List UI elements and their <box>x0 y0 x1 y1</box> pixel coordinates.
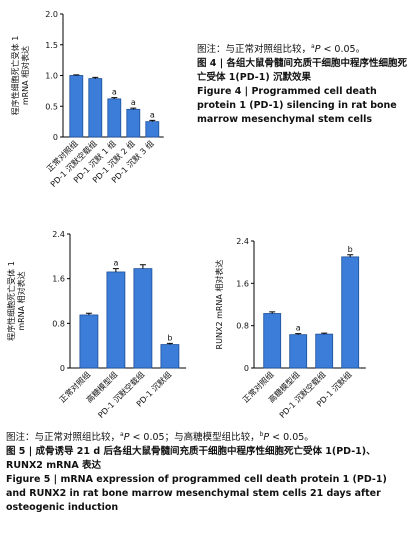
bar-annotation: a <box>150 110 155 119</box>
bar <box>341 256 360 369</box>
y-tick-label: 0.5 <box>45 102 58 111</box>
bar <box>315 333 334 369</box>
error-bar <box>73 74 80 76</box>
bar-annotation: b <box>167 333 172 342</box>
error-bar <box>295 333 302 335</box>
bar-annotation: a <box>296 324 301 333</box>
figure4-caption: 图注：与正常对照组比较，aP < 0.05。 图 4 | 各组大鼠骨髓间充质干细… <box>197 40 409 127</box>
bar-annotation: a <box>131 98 136 107</box>
title-cn: 图 5 | 成骨诱导 21 d 后各组大鼠骨髓间充质干细胞中程序性细胞死亡受体 … <box>6 446 376 472</box>
y-tick-label: 2.4 <box>236 237 249 246</box>
y-tick-label: 0 <box>60 364 65 373</box>
y-axis-label: RUNX2 mRNA 相对表达 <box>214 260 224 350</box>
bar <box>145 121 160 138</box>
bar <box>69 75 84 138</box>
note-text: < 0.05。 <box>320 44 366 56</box>
note-sup: a <box>120 431 124 438</box>
note: 图注：与正常对照组比较，aP < 0.05。 <box>197 40 409 57</box>
y-axis-label: 程序性细胞死亡受体 1 <box>10 36 20 116</box>
bar <box>263 313 282 369</box>
bar <box>106 271 126 369</box>
y-tick-label: 1.0 <box>45 72 58 81</box>
error-bar <box>269 311 276 314</box>
error-bar <box>321 332 328 335</box>
error-bar <box>139 264 146 269</box>
y-tick-label: 0.8 <box>236 322 249 331</box>
note-sup: a <box>311 43 315 50</box>
note-text: 图注：与正常对照组比较， <box>6 432 121 444</box>
y-tick-label: 0.8 <box>52 319 65 328</box>
y-tick-label: 2.0 <box>45 10 58 19</box>
y-axis-label: mRNA 相对表达 <box>16 271 26 330</box>
note-p: P <box>123 432 130 444</box>
bar <box>107 98 122 138</box>
bar <box>160 344 180 369</box>
y-tick-label: 0 <box>244 364 249 373</box>
x-tick-label: PD-1 沉默空载组 <box>96 369 147 420</box>
note-p: P <box>263 432 270 444</box>
bar <box>79 314 99 369</box>
y-tick-label: 0 <box>53 133 58 142</box>
error-bar <box>112 268 119 272</box>
error-bar <box>149 119 156 122</box>
note-text: < 0.05；与高糖模型组比较， <box>129 432 260 444</box>
y-tick-label: 1.5 <box>45 41 58 50</box>
y-tick-label: 2.4 <box>52 230 65 239</box>
note-p: P <box>314 44 321 56</box>
bar <box>133 268 153 369</box>
figure5-caption: 图注：与正常对照组比较，aP < 0.05；与高糖模型组比较，bP < 0.05… <box>6 428 410 515</box>
error-bar <box>130 107 137 110</box>
y-axis-label: 程序性细胞死亡受体 1 <box>6 261 16 341</box>
error-bar <box>166 342 173 345</box>
note-text: < 0.05。 <box>269 432 314 444</box>
x-tick-label: PD-1 沉默空载组 <box>277 369 328 420</box>
bar-annotation: a <box>112 88 117 97</box>
bar <box>88 78 103 138</box>
note: 图注：与正常对照组比较，aP < 0.05；与高糖模型组比较，bP < 0.05… <box>6 428 410 445</box>
note-text: 图注：与正常对照组比较， <box>197 44 312 56</box>
y-axis-label: mRNA 相对表达 <box>20 46 30 105</box>
bar <box>126 108 141 138</box>
title-en: Figure 4 | Programmed cell death protein… <box>197 86 397 126</box>
error-bar <box>85 312 92 315</box>
y-tick-label: 1.6 <box>52 275 65 284</box>
note-sup: b <box>259 431 264 438</box>
error-bar <box>347 254 354 257</box>
title-cn: 图 4 | 各组大鼠骨髓间充质干细胞中程序性细胞死亡受体 1(PD-1) 沉默效… <box>197 58 408 84</box>
bar-annotation: b <box>348 245 353 254</box>
y-tick-label: 1.6 <box>236 279 249 288</box>
title-en: Figure 5 | mRNA expression of programmed… <box>6 474 387 514</box>
error-bar <box>111 97 118 99</box>
bar <box>289 334 308 369</box>
bar-annotation: a <box>113 259 118 268</box>
error-bar <box>92 76 99 79</box>
